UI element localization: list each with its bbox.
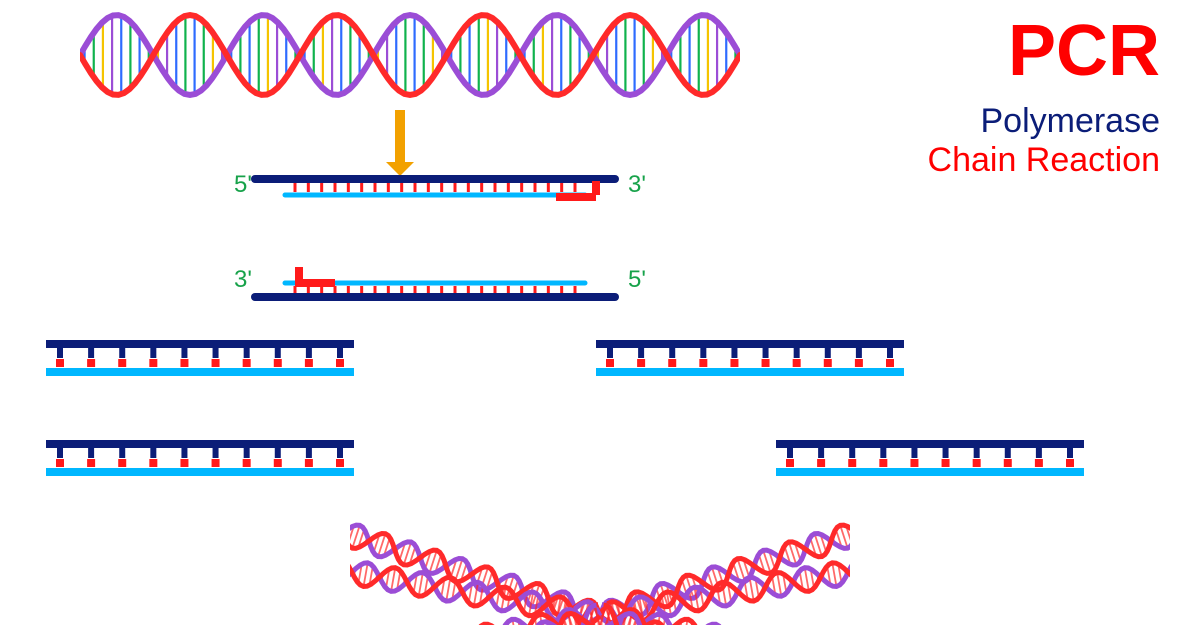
title-line2: Chain Reaction bbox=[928, 141, 1160, 180]
title-line1: Polymerase bbox=[928, 102, 1160, 141]
fragment-1 bbox=[44, 334, 356, 382]
title-abbrev: PCR bbox=[928, 10, 1160, 92]
fragment-2 bbox=[594, 334, 906, 382]
strand2-label-left: 3' bbox=[234, 266, 252, 294]
strand1-label-right: 3' bbox=[628, 171, 646, 199]
strand1-label-left: 5' bbox=[234, 171, 252, 199]
dna-helix-bundle bbox=[350, 445, 850, 625]
strand2-label-right: 5' bbox=[628, 266, 646, 294]
strand-row-2 bbox=[245, 255, 625, 315]
dna-helix-top bbox=[80, 0, 740, 115]
fragment-3 bbox=[44, 434, 356, 482]
strand-row-1 bbox=[245, 165, 625, 225]
